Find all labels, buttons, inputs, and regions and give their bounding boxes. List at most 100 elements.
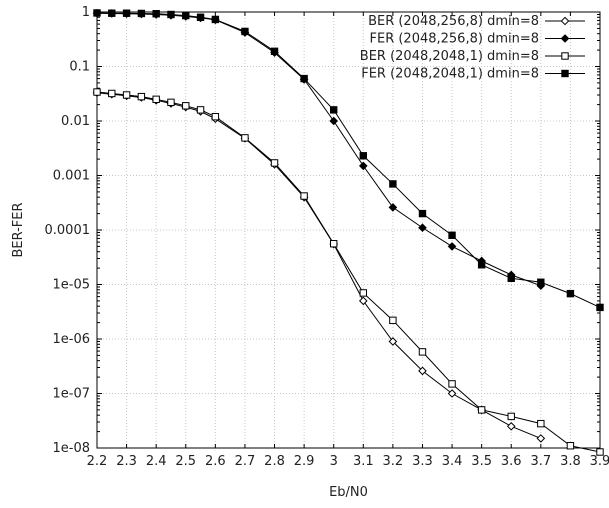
data-point	[137, 9, 146, 18]
data-point	[330, 106, 338, 114]
data-point	[93, 88, 101, 96]
legend: BER (2048,256,8) dmin=8 FER (2048,256,8) …	[360, 14, 585, 82]
data-point	[182, 102, 190, 110]
x-axis-title: Eb/N0	[329, 485, 368, 500]
series-group	[92, 8, 604, 456]
y-tick-label: 0.001	[53, 169, 90, 184]
legend-marker	[560, 34, 570, 43]
data-point	[196, 106, 205, 114]
data-point	[596, 448, 604, 456]
x-tick-label: 2.2	[87, 454, 108, 469]
series-line	[96, 12, 601, 308]
data-point	[329, 116, 339, 126]
x-tick-label: 2.9	[294, 454, 315, 469]
data-point	[167, 10, 175, 19]
data-point	[358, 161, 368, 171]
y-tick-label: 1e-07	[52, 387, 90, 402]
data-point	[506, 422, 516, 431]
data-point	[270, 159, 279, 167]
legend-marker	[561, 52, 569, 60]
data-point	[507, 274, 515, 282]
data-point	[300, 192, 308, 200]
data-point	[418, 348, 427, 356]
data-point	[137, 92, 146, 101]
x-tick-label: 2.4	[146, 454, 167, 469]
data-point	[122, 91, 131, 99]
data-point	[418, 209, 427, 218]
data-point	[389, 316, 397, 325]
y-tick-label: 0.0001	[45, 223, 91, 238]
legend-marker	[561, 69, 569, 78]
data-point	[182, 11, 190, 20]
data-point	[418, 366, 427, 376]
data-point	[359, 289, 367, 297]
legend-label: BER (2048,2048,1) dmin=8	[360, 49, 539, 64]
x-tick-label: 3.7	[530, 454, 551, 469]
data-point	[196, 13, 205, 21]
data-point	[448, 231, 456, 239]
x-tick-label: 2.6	[205, 454, 226, 469]
y-tick-label: 1e-06	[52, 332, 90, 347]
y-axis-title: BER-FER	[11, 202, 26, 257]
data-point	[477, 406, 486, 414]
data-point	[388, 203, 398, 212]
x-tick-label: 2.7	[235, 454, 256, 469]
data-point	[477, 261, 486, 269]
y-tick-label: 0.1	[69, 60, 90, 75]
data-point	[152, 10, 160, 18]
x-tick-label: 3	[330, 454, 338, 469]
legend-entry: BER (2048,256,8) dmin=8	[368, 14, 585, 29]
series-line	[96, 92, 542, 439]
series-4	[93, 9, 604, 312]
x-tick-label: 3.4	[442, 454, 463, 469]
data-point	[211, 112, 220, 121]
legend-entry: FER (2048,2048,1) dmin=8	[361, 67, 585, 82]
x-tick-label: 2.5	[175, 454, 196, 469]
legend-label: BER (2048,256,8) dmin=8	[368, 14, 539, 29]
y-tick-label: 1e-08	[52, 441, 90, 456]
data-point	[536, 434, 546, 443]
data-point	[447, 389, 457, 398]
x-tick-label: 2.8	[264, 454, 285, 469]
data-point	[211, 15, 220, 24]
x-tick-label: 3.9	[590, 454, 609, 469]
series-3	[93, 88, 604, 456]
data-point	[241, 134, 249, 142]
data-point	[418, 223, 427, 233]
data-point	[566, 289, 575, 298]
data-point	[388, 337, 398, 346]
data-point	[447, 242, 457, 251]
x-tick-label: 3.3	[412, 454, 433, 469]
legend-label: FER (2048,2048,1) dmin=8	[361, 67, 539, 82]
data-point	[108, 89, 116, 98]
data-point	[358, 296, 368, 306]
data-point	[330, 240, 338, 248]
data-point	[270, 47, 279, 56]
grid	[97, 12, 600, 448]
data-point	[93, 9, 101, 17]
legend-entry: BER (2048,2048,1) dmin=8	[360, 49, 585, 64]
y-tick-label: 1	[82, 5, 90, 20]
data-point	[448, 380, 456, 388]
data-point	[537, 419, 545, 428]
data-point	[241, 27, 249, 36]
data-point	[122, 9, 131, 17]
x-tick-label: 3.1	[353, 454, 374, 469]
y-tick-label: 1e-05	[52, 278, 90, 293]
x-tick-label: 3.8	[560, 454, 581, 469]
data-point	[300, 74, 308, 83]
x-tick-label: 3.5	[471, 454, 492, 469]
legend-label: FER (2048,256,8) dmin=8	[370, 32, 540, 47]
x-tick-label: 3.6	[501, 454, 522, 469]
data-point	[152, 95, 160, 104]
data-point	[596, 303, 604, 312]
series-1	[92, 88, 546, 443]
y-tick-label: 0.01	[61, 114, 90, 129]
data-point	[389, 180, 397, 188]
data-point	[537, 278, 545, 286]
data-point	[507, 412, 515, 421]
data-point	[359, 152, 367, 160]
data-point	[167, 98, 175, 107]
data-point	[108, 9, 116, 17]
